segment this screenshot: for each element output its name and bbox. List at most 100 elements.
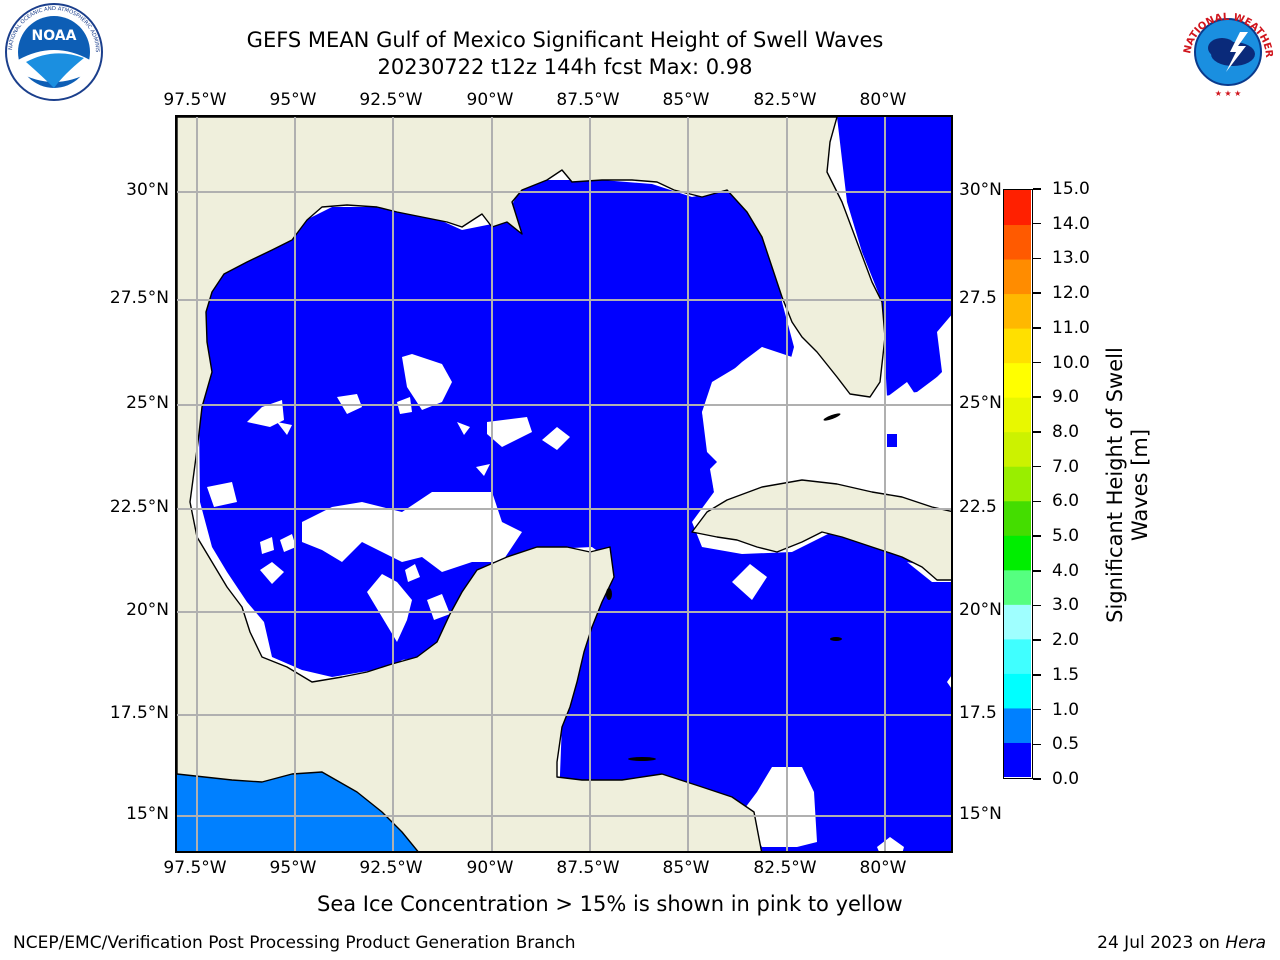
- colorbar-tick-label: 6.0: [1052, 491, 1080, 512]
- lat-label-right: 30°N: [959, 180, 1002, 200]
- lon-label-bottom: 95°W: [269, 858, 317, 878]
- land: [177, 117, 951, 851]
- lon-label-top: 90°W: [466, 90, 514, 110]
- lat-label-left: 30°N: [126, 180, 169, 200]
- lat-label-right: 25°N: [959, 393, 1002, 413]
- noaa-logo: NOAA NATIONAL OCEANIC AND ATMOSPHERIC AD…: [1, 0, 104, 102]
- lat-label-right: 17.5: [959, 703, 997, 723]
- colorbar-tick-label: 4.0: [1052, 560, 1080, 581]
- nws-logo: NATIONAL WEATHER SERVICE ★ ★ ★: [1174, 0, 1278, 102]
- colorbar-tick-mark: [1033, 500, 1041, 503]
- chart-title: GEFS MEAN Gulf of Mexico Significant Hei…: [246, 28, 884, 52]
- colorbar-tick-label: 14.0: [1052, 213, 1090, 234]
- lon-label-top: 85°W: [662, 90, 710, 110]
- colorbar-tick-mark: [1033, 257, 1041, 260]
- colorbar-tick-label: 1.0: [1052, 699, 1080, 720]
- colorbar-segment: [1004, 500, 1031, 536]
- colorbar-tick-mark: [1033, 674, 1041, 676]
- map-panel: [175, 115, 953, 853]
- lat-label-right: 15°N: [959, 804, 1002, 824]
- colorbar-tick-label: 1.5: [1052, 664, 1080, 685]
- colorbar-tick-mark: [1033, 778, 1041, 780]
- noaa-logo-text: NOAA: [32, 28, 77, 44]
- colorbar-tick-mark: [1033, 361, 1041, 364]
- colorbar-segment: [1004, 431, 1031, 467]
- colorbar-tick-mark: [1033, 431, 1041, 433]
- lon-label-top: 82.5°W: [753, 90, 817, 110]
- colorbar-tick-label: 11.0: [1052, 317, 1090, 338]
- islands: [606, 413, 842, 761]
- colorbar-tick-mark: [1033, 604, 1041, 607]
- colorbar-segment: [1004, 638, 1031, 674]
- colorbar-tick-mark: [1033, 188, 1041, 190]
- colorbar-segment: [1004, 190, 1031, 226]
- lat-label-right: 20°N: [959, 600, 1002, 620]
- colorbar-tick-label: 15.0: [1052, 179, 1090, 199]
- colorbar-label: Significant Height of Swell Waves [m]: [1103, 347, 1152, 623]
- colorbar-segment: [1004, 362, 1031, 398]
- lon-label-top: 80°W: [859, 90, 907, 110]
- colorbar-tick-mark: [1033, 570, 1041, 572]
- colorbar-tick-mark: [1033, 327, 1041, 329]
- colorbar-tick-label: 2.0: [1052, 630, 1080, 651]
- lon-label-bottom: 80°W: [859, 858, 907, 878]
- lon-label-bottom: 97.5°W: [163, 858, 227, 878]
- lat-label-left: 15°N: [126, 804, 169, 824]
- colorbar-tick-mark: [1033, 535, 1041, 537]
- colorbar-tick-label: 3.0: [1052, 595, 1080, 616]
- colorbar-segment: [1004, 604, 1031, 640]
- colorbar-tick-label: 12.0: [1052, 283, 1090, 304]
- swell-field-low: [198, 117, 951, 851]
- lon-label-bottom: 90°W: [466, 858, 514, 878]
- colorbar-tick-mark: [1033, 292, 1041, 294]
- colorbar-tick-mark: [1033, 222, 1041, 225]
- lon-label-top: 95°W: [269, 90, 317, 110]
- graticule: [177, 117, 951, 851]
- lon-label-bottom: 85°W: [662, 858, 710, 878]
- colorbar-tick-mark: [1033, 708, 1041, 711]
- swell-field-mid: [177, 772, 418, 851]
- lat-label-left: 27.5°N: [109, 288, 169, 308]
- colorbar-tick-label: 9.0: [1052, 387, 1080, 408]
- map-svg: [177, 117, 951, 851]
- colorbar-tick-label: 0.5: [1052, 734, 1080, 755]
- sea-ice-note: Sea Ice Concentration > 15% is shown in …: [317, 892, 903, 916]
- chart-subtitle: 20230722 t12z 144h fcst Max: 0.98: [377, 55, 753, 79]
- lat-label-left: 17.5°N: [109, 703, 169, 723]
- colorbar-segment: [1004, 707, 1031, 743]
- lat-label-left: 25°N: [126, 393, 169, 413]
- colorbar-tick-label: 10.0: [1052, 352, 1090, 373]
- colorbar-segment: [1004, 293, 1031, 329]
- colorbar-segment: [1004, 673, 1031, 709]
- colorbar-segment: [1004, 328, 1031, 364]
- colorbar-tick-label: 5.0: [1052, 526, 1080, 547]
- colorbar-segment: [1004, 742, 1031, 777]
- colorbar-tick-mark: [1033, 465, 1041, 468]
- no-data-patches: [207, 342, 951, 851]
- colorbar-tick-label: 7.0: [1052, 456, 1080, 477]
- colorbar-segment: [1004, 569, 1031, 605]
- colorbar-tick-label: 8.0: [1052, 421, 1080, 442]
- lat-label-left: 20°N: [126, 600, 169, 620]
- footer-date: 24 Jul 2023 on Hera: [1097, 933, 1266, 953]
- svg-text:★ ★ ★: ★ ★ ★: [1215, 89, 1242, 98]
- lon-label-top: 97.5°W: [163, 90, 227, 110]
- colorbar-segment: [1004, 259, 1031, 295]
- colorbar: [1003, 189, 1033, 779]
- footer-machine: Hera: [1225, 933, 1266, 953]
- colorbar-segment: [1004, 466, 1031, 502]
- colorbar-tick-mark: [1033, 743, 1041, 746]
- lat-label-left: 22.5°N: [109, 497, 169, 517]
- colorbar-segment: [1004, 224, 1031, 260]
- colorbar-tick-mark: [1033, 639, 1041, 641]
- colorbar-segment: [1004, 535, 1031, 571]
- lon-label-bottom: 92.5°W: [359, 858, 423, 878]
- lon-label-top: 87.5°W: [556, 90, 620, 110]
- lon-label-bottom: 82.5°W: [753, 858, 817, 878]
- colorbar-tick-label: 0.0: [1052, 769, 1080, 789]
- colorbar-tick-label: 13.0: [1052, 248, 1090, 269]
- colorbar-tick-mark: [1033, 396, 1041, 398]
- footer-credit: NCEP/EMC/Verification Post Processing Pr…: [13, 933, 576, 953]
- lon-label-top: 92.5°W: [359, 90, 423, 110]
- lon-label-bottom: 87.5°W: [556, 858, 620, 878]
